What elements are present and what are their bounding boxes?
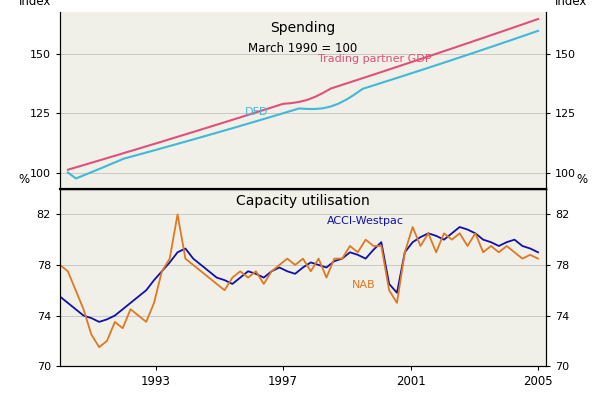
Text: NAB: NAB xyxy=(352,280,375,290)
Text: %: % xyxy=(576,172,587,185)
Text: DFD: DFD xyxy=(245,107,268,117)
Text: Trading partner GDP: Trading partner GDP xyxy=(317,53,431,64)
Text: %: % xyxy=(19,172,30,185)
Text: ACCI-Westpac: ACCI-Westpac xyxy=(328,217,404,226)
Text: Spending: Spending xyxy=(271,21,335,35)
Text: Capacity utilisation: Capacity utilisation xyxy=(236,194,370,209)
Text: March 1990 = 100: March 1990 = 100 xyxy=(248,42,358,55)
Text: Index: Index xyxy=(555,0,587,8)
Text: Index: Index xyxy=(19,0,51,8)
